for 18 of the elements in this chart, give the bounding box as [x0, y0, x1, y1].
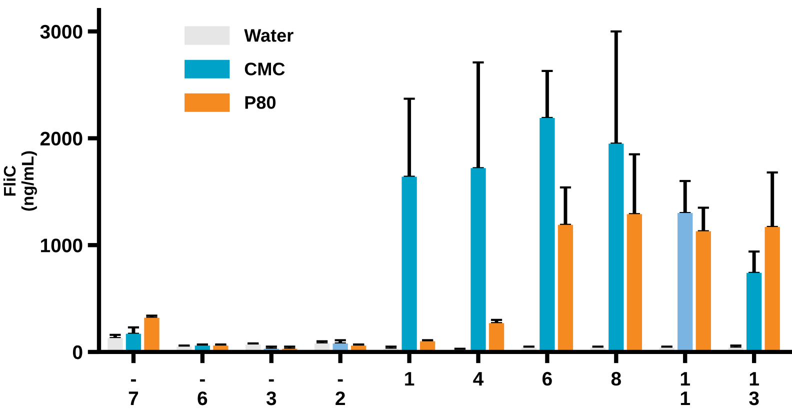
y-tick-label: 2000 [40, 132, 82, 146]
y-tick-label: 3000 [40, 24, 82, 39]
x-tick-label: - 7 [128, 379, 138, 406]
x-tick-label: - 2 [336, 379, 345, 406]
x-tick-label: 8 [611, 372, 621, 386]
x-tick-label: - 6 [198, 379, 208, 406]
y-tick-label: 1000 [41, 238, 82, 252]
legend-label: CMC [244, 62, 285, 76]
y-tick-label: 0 [72, 345, 82, 360]
x-tick-label: 4 [473, 372, 484, 386]
y-axis-title: FliC (ng/mL) [3, 151, 37, 211]
x-tick-label: 1 1 [680, 372, 690, 406]
x-tick-label: - 3 [266, 379, 276, 406]
x-tick-label: 6 [542, 372, 552, 386]
legend-label: Water [244, 29, 294, 42]
legend-label: P80 [245, 96, 276, 109]
x-tick-label: 1 3 [749, 372, 759, 406]
x-tick-label: 1 [405, 372, 414, 386]
